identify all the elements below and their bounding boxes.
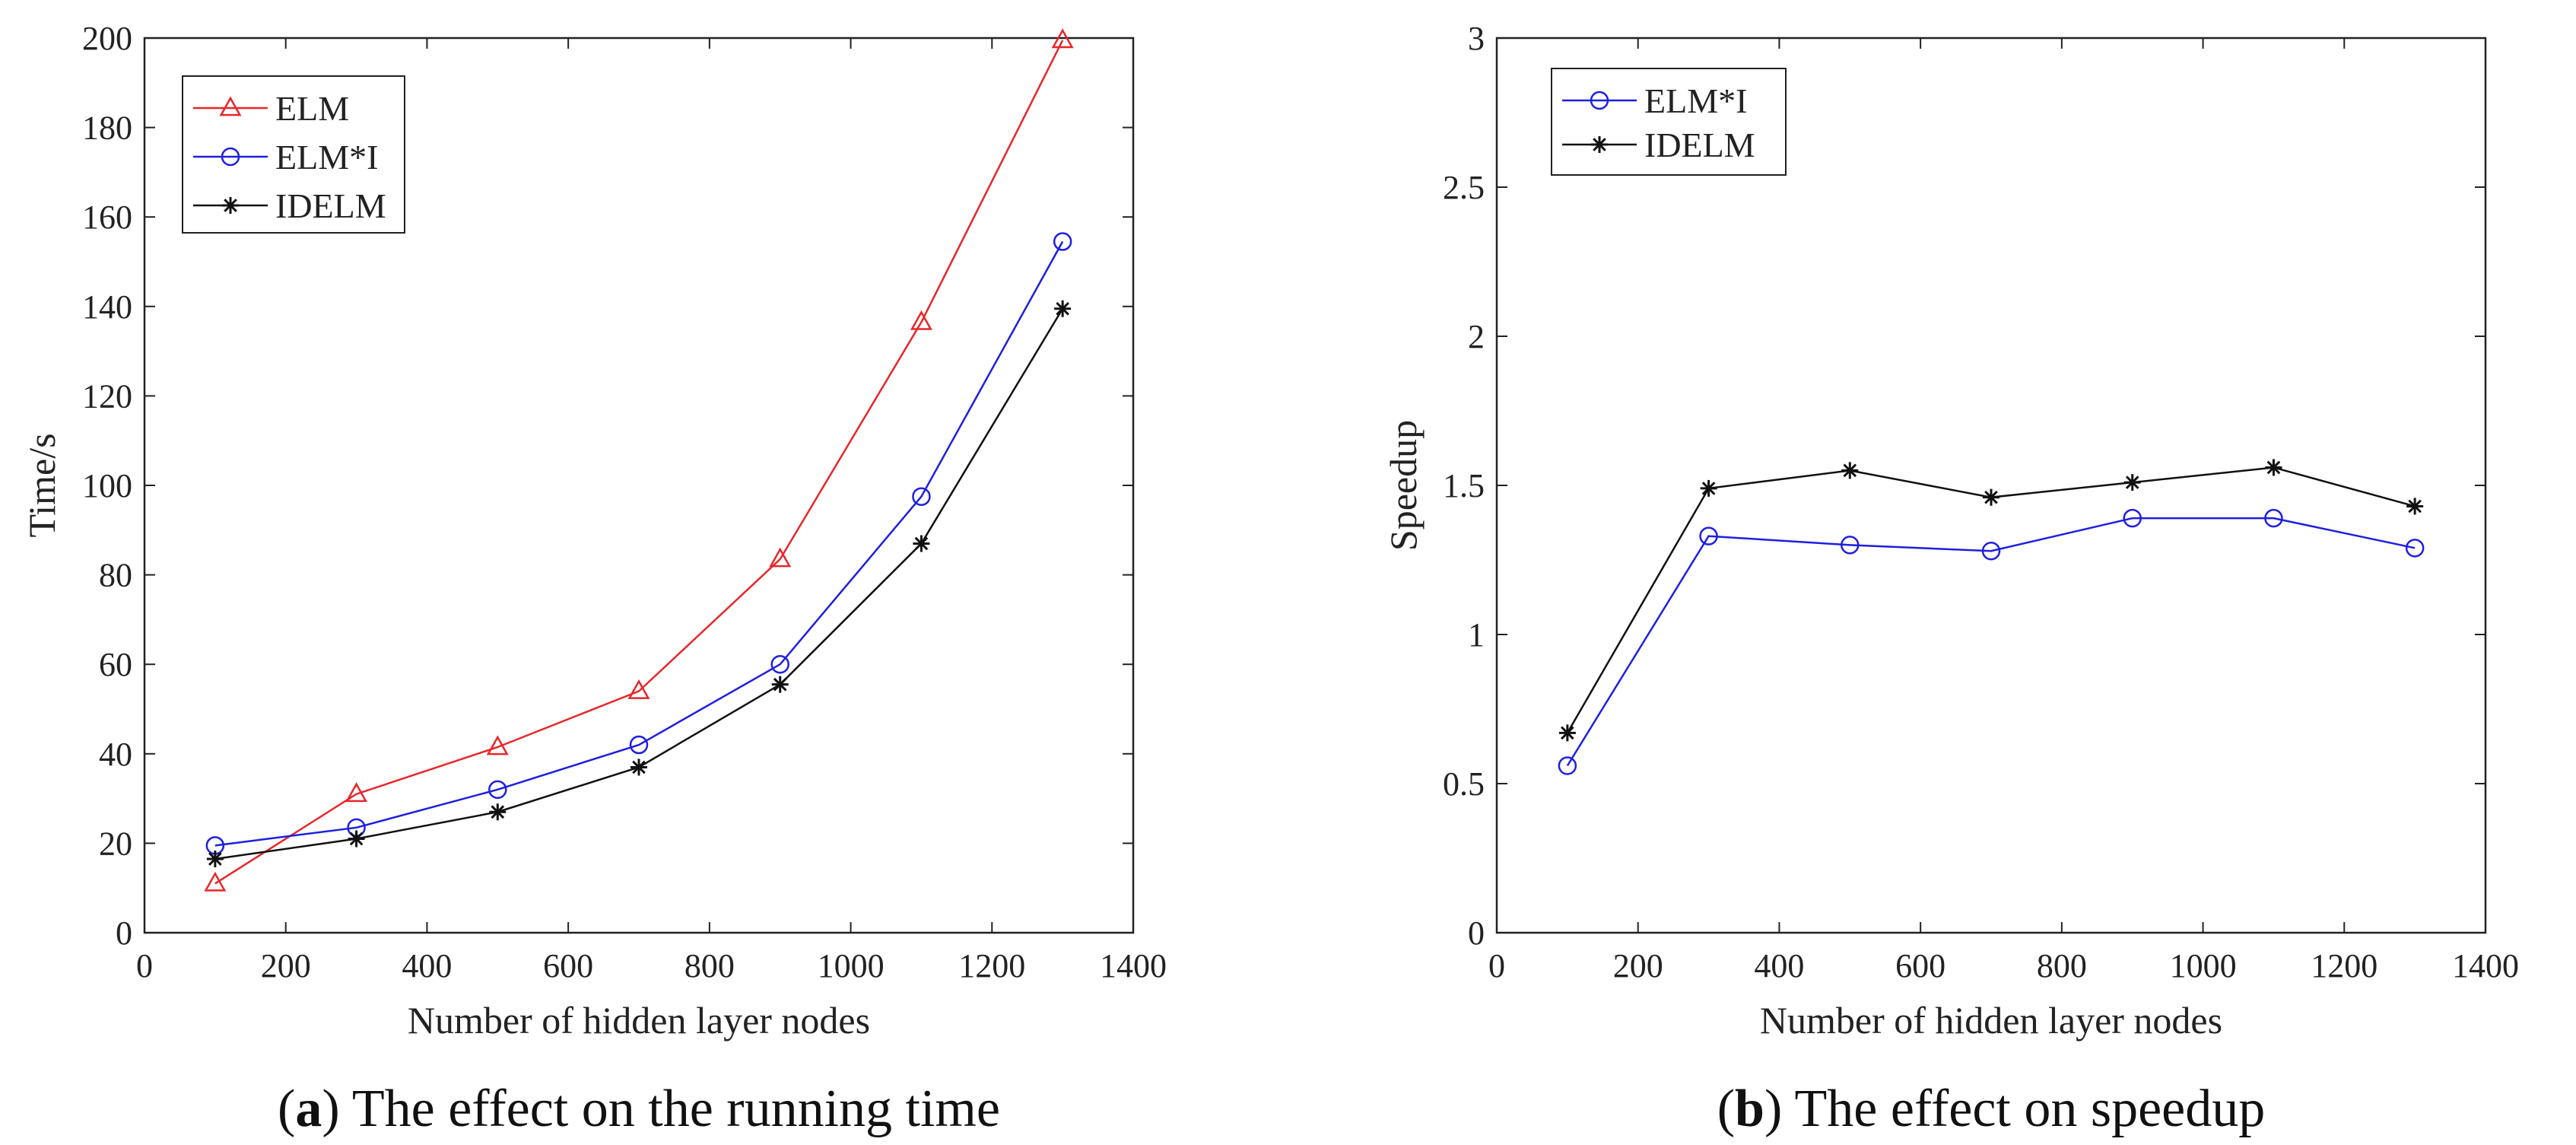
chart-a-ytick-label: 40	[99, 736, 132, 773]
chart-a-point-elm-i	[770, 654, 789, 674]
chart-a-point-elm-i	[488, 780, 507, 800]
chart-a-point-elm	[1051, 28, 1074, 49]
chart-a-point-elm	[627, 679, 650, 699]
chart-a-series-line-elm	[214, 40, 1064, 885]
chart-a-legend-label-idelm: IDELM	[275, 186, 386, 225]
chart-b-point-elm-i	[2264, 508, 2283, 528]
chart-b-xtick-label: 1000	[2170, 947, 2237, 984]
chart-a-ytick-label: 200	[82, 20, 132, 57]
chart-b-caption-text: The effect on speedup	[1782, 1080, 2265, 1138]
chart-a-legend-marker-elm	[219, 96, 242, 116]
chart-a-legend-marker-idelm	[222, 197, 239, 214]
chart-a-xtick-label: 0	[136, 947, 153, 984]
chart-a-series-line-elm-i	[214, 240, 1064, 847]
chart-a-legend-box	[182, 75, 405, 234]
chart-a-ytick-label: 60	[99, 646, 132, 683]
chart-a-point-idelm	[348, 830, 365, 848]
chart-b-xtick-label: 1400	[2452, 947, 2519, 984]
chart-b-legend-marker-elm-i	[1590, 91, 1609, 110]
chart-a-legend-marker-elm-i	[221, 147, 240, 167]
chart-a-caption: (a) The effect on the running time	[278, 1080, 1000, 1138]
chart-a-xtick-label: 1200	[958, 947, 1025, 984]
chart-a-point-elm	[910, 310, 932, 330]
chart-a-xtick-label: 1000	[818, 947, 885, 984]
chart-a-legend-label-elm: ELM	[275, 89, 349, 128]
chart-a-ytick-label: 80	[99, 557, 132, 594]
chart-b: 0 200 400 600 800 1000 1200 1400 0 0.5 1 1.5 2 2.5 3 N…	[1382, 20, 2519, 1138]
chart-b-xtick-label: 200	[1613, 947, 1663, 984]
chart-b-ytick-label: 1.5	[1443, 467, 1485, 504]
chart-b-point-elm-i	[2405, 539, 2425, 558]
chart-a-point-idelm	[631, 759, 647, 776]
chart-a-ytick-label: 120	[82, 377, 132, 415]
chart-b-point-elm-i	[1699, 526, 1718, 545]
chart-a-point-elm	[486, 735, 509, 755]
chart-b-xtick-label: 800	[2037, 947, 2087, 984]
chart-b-ytick-label: 0	[1468, 914, 1485, 952]
chart-a-series-line-idelm	[214, 308, 1064, 860]
chart-a-caption-letter: a	[295, 1080, 322, 1138]
chart-a-point-idelm	[913, 535, 930, 552]
chart-b-point-elm-i	[1558, 756, 1577, 775]
chart-a-point-idelm	[206, 850, 224, 867]
chart-b-ytick-label: 1	[1468, 616, 1485, 654]
chart-a-point-elm	[204, 871, 227, 892]
chart-a-point-elm-i	[1053, 232, 1072, 251]
chart-b-legend-label-idelm: IDELM	[1644, 126, 1755, 164]
chart-a-ytick-label: 160	[82, 199, 132, 236]
chart-a-xtick-label: 400	[402, 947, 452, 984]
chart-b-legend-box	[1551, 68, 1787, 176]
chart-b-series-line-elm-i	[1566, 517, 2416, 767]
chart-b-ylabel: Speedup	[1382, 420, 1425, 551]
chart-a-point-elm-i	[912, 487, 931, 506]
chart-b-point-idelm	[1700, 479, 1717, 497]
chart-a-xtick-label: 1400	[1100, 947, 1167, 984]
chart-b-xtick-label: 400	[1754, 947, 1804, 984]
chart-a-point-elm-i	[629, 735, 649, 755]
chart-a-xlabel: Number of hidden layer nodes	[408, 999, 870, 1042]
chart-b-legend-marker-idelm	[1591, 136, 1608, 153]
chart-a-ytick-label: 180	[82, 110, 132, 147]
chart-a-caption-text: The effect on the running time	[340, 1080, 1000, 1138]
chart-b-point-idelm	[1983, 488, 1999, 506]
chart-b-point-idelm	[2406, 498, 2424, 515]
chart-b-legend-label-elm-i: ELM*I	[1644, 81, 1747, 120]
chart-b-xlabel: Number of hidden layer nodes	[1760, 999, 2222, 1042]
chart-a-point-elm	[769, 547, 792, 568]
chart-b-xtick-label: 0	[1488, 947, 1505, 984]
chart-b-point-elm-i	[2123, 508, 2142, 528]
chart-b-point-idelm	[1558, 724, 1576, 742]
chart-b-xtick-label: 600	[1895, 947, 1945, 984]
chart-b-ytick-label: 0.5	[1443, 765, 1485, 803]
chart-b-ytick-label: 2	[1468, 318, 1485, 355]
chart-a-ytick-label: 100	[82, 467, 132, 504]
chart-a-legend-label-elm-i: ELM*I	[275, 138, 378, 177]
chart-b-ytick-label: 3	[1468, 20, 1485, 57]
chart-a-ytick-label: 0	[116, 914, 132, 952]
chart-b-point-idelm	[2123, 474, 2141, 491]
chart-b-series-line-idelm	[1566, 466, 2416, 733]
chart-a-xtick-label: 200	[261, 947, 311, 984]
chart-a-point-idelm	[1054, 300, 1072, 317]
chart-b-point-elm-i	[1841, 536, 1860, 555]
chart-b-caption-letter: b	[1735, 1080, 1764, 1138]
chart-a-legend: ELM ELM*I IDELM	[182, 75, 405, 234]
chart-b-legend: ELM*I IDELM	[1551, 68, 1787, 176]
chart-a-ytick-label: 20	[99, 825, 132, 862]
chart-a-point-idelm	[489, 803, 507, 821]
chart-a-ylabel: Time/s	[21, 433, 63, 537]
chart-b-point-idelm	[2265, 459, 2282, 476]
chart-a-ytick-label: 140	[82, 288, 132, 326]
chart-a-point-idelm	[771, 676, 789, 693]
chart-a-xtick-label: 800	[684, 947, 735, 984]
chart-a: 0 200 400 600 800 1000 1200 1400 0 20 40 60 80 100 120…	[21, 20, 1167, 1138]
chart-b-point-idelm	[1841, 462, 1859, 479]
chart-b-caption: (b) The effect on speedup	[1717, 1080, 2266, 1138]
chart-a-xtick-label: 600	[543, 947, 593, 984]
chart-b-xtick-label: 1200	[2311, 947, 2377, 984]
chart-a-point-elm	[345, 782, 368, 803]
chart-b-point-elm-i	[1981, 541, 2001, 561]
chart-b-ytick-label: 2.5	[1443, 169, 1485, 206]
